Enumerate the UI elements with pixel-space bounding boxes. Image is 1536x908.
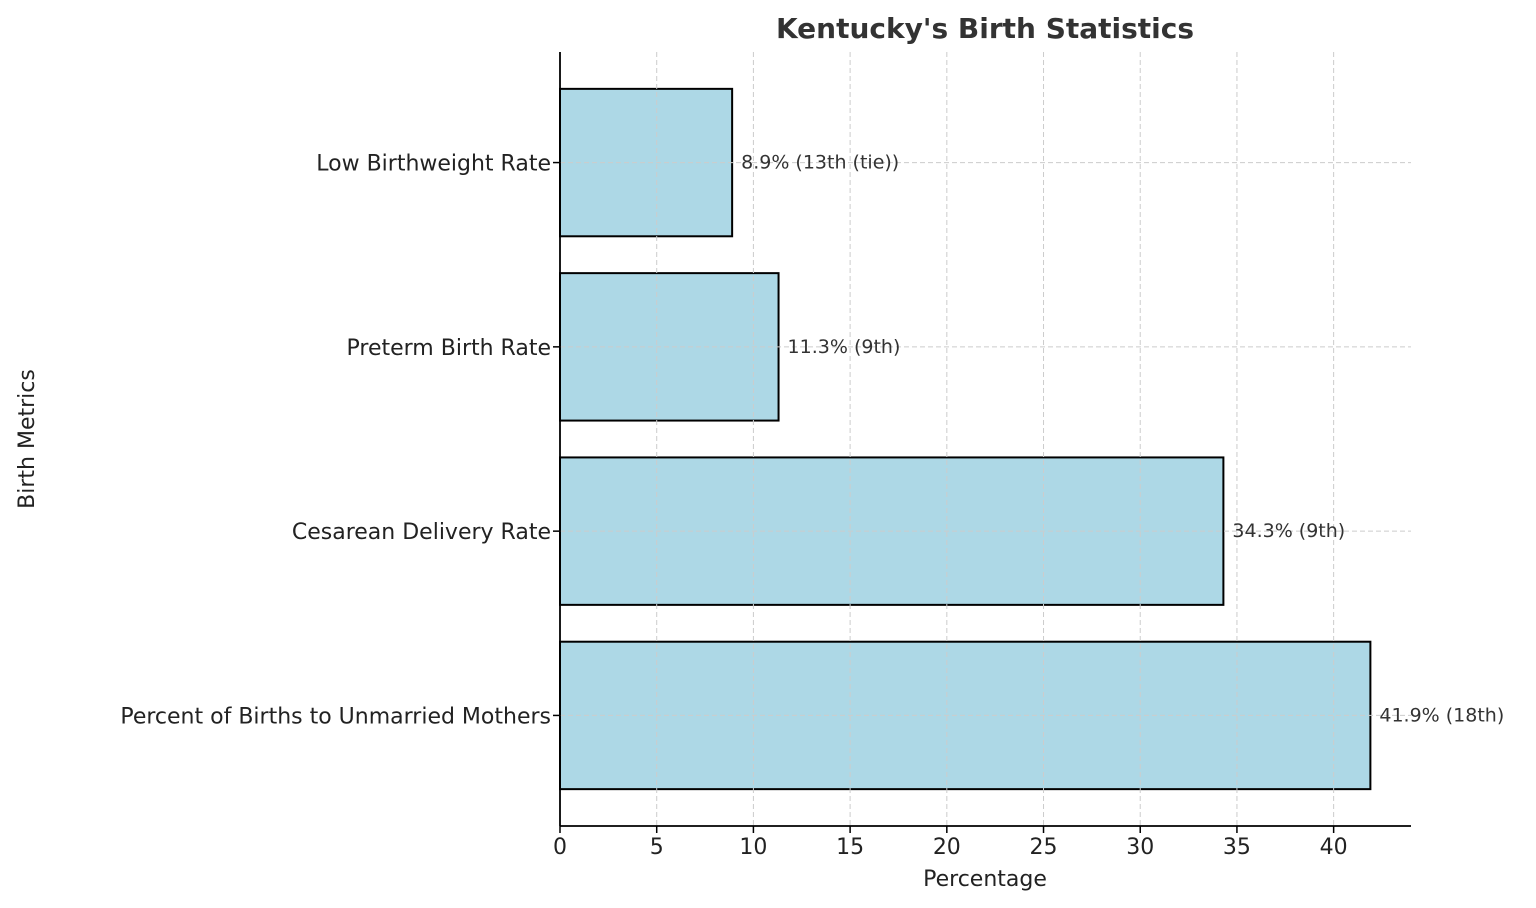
y-axis-label: Birth Metrics [15,369,40,509]
x-axis-label: Percentage [923,867,1047,892]
data-label: 34.3% (9th) [1232,520,1345,542]
x-tick-label: 0 [553,835,567,860]
x-tick-label: 35 [1223,835,1251,860]
x-tick-label: 40 [1320,835,1348,860]
data-label: 11.3% (9th) [788,336,901,358]
x-tick-label: 25 [1030,835,1058,860]
x-tick-label: 5 [650,835,664,860]
y-tick-label: Preterm Birth Rate [347,336,551,361]
x-tick-label: 30 [1126,835,1154,860]
x-tick-label: 20 [933,835,961,860]
y-tick-label: Low Birthweight Rate [316,152,551,177]
x-tick-label: 15 [836,835,864,860]
data-label: 41.9% (18th) [1379,704,1504,726]
y-tick-label: Percent of Births to Unmarried Mothers [120,704,551,729]
x-tick-label: 10 [739,835,767,860]
data-label: 8.9% (13th (tie)) [741,152,899,174]
chart-title: Kentucky's Birth Statistics [776,12,1194,45]
y-tick-label: Cesarean Delivery Rate [292,520,551,545]
